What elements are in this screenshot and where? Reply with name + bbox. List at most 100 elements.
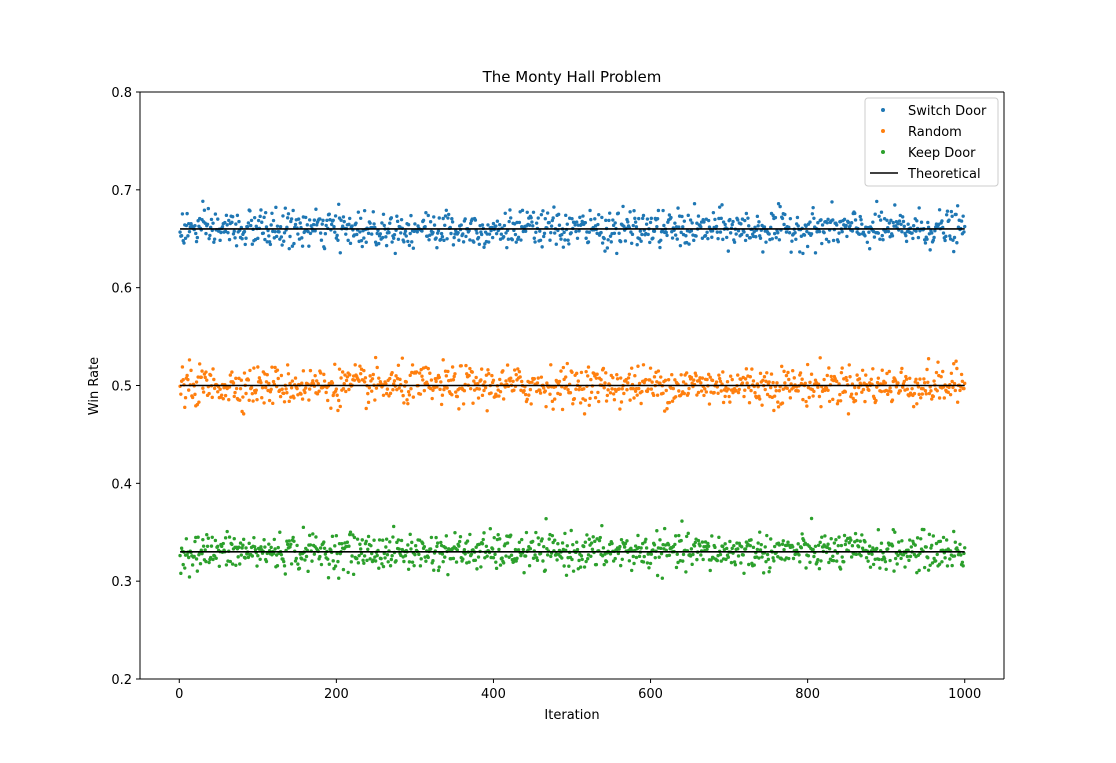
point-switch-door — [446, 212, 451, 217]
point-switch-door — [783, 212, 787, 217]
point-keep-door — [468, 532, 472, 537]
point-keep-door — [591, 535, 595, 539]
point-keep-door — [187, 575, 192, 579]
point-switch-door — [410, 240, 414, 244]
point-switch-door — [648, 240, 652, 245]
point-random — [279, 373, 284, 378]
point-random — [679, 373, 683, 377]
point-random — [760, 403, 764, 407]
point-random — [465, 372, 469, 376]
point-keep-door — [576, 567, 580, 571]
point-random — [681, 380, 686, 384]
point-random — [831, 397, 835, 402]
point-random — [511, 379, 515, 383]
point-random — [671, 386, 676, 391]
point-random — [925, 367, 929, 372]
point-keep-door — [366, 547, 370, 552]
point-random — [322, 372, 326, 377]
point-keep-door — [831, 554, 835, 558]
point-switch-door — [513, 232, 518, 237]
point-random — [648, 378, 652, 382]
point-switch-door — [925, 237, 929, 241]
point-random — [468, 366, 472, 371]
point-switch-door — [802, 233, 807, 237]
point-switch-door — [772, 231, 777, 236]
point-random — [335, 393, 339, 397]
point-keep-door — [388, 564, 393, 568]
point-random — [290, 379, 295, 383]
point-random — [514, 372, 518, 377]
point-keep-door — [879, 541, 884, 545]
point-keep-door — [479, 565, 483, 569]
point-switch-door — [339, 218, 343, 222]
point-keep-door — [306, 569, 310, 574]
point-switch-door — [599, 230, 603, 235]
point-keep-door — [455, 548, 460, 552]
point-keep-door — [201, 544, 206, 548]
point-switch-door — [499, 232, 504, 236]
point-switch-door — [656, 208, 661, 213]
point-switch-door — [742, 230, 746, 234]
point-keep-door — [636, 533, 640, 538]
point-random — [183, 396, 188, 400]
point-keep-door — [620, 557, 624, 561]
point-switch-door — [628, 210, 632, 214]
point-keep-door — [608, 552, 613, 556]
point-keep-door — [782, 547, 786, 552]
point-random — [505, 363, 510, 367]
point-random — [257, 376, 262, 380]
point-random — [853, 399, 858, 403]
point-keep-door — [516, 548, 521, 552]
point-random — [788, 396, 793, 400]
point-random — [333, 362, 337, 366]
point-keep-door — [600, 554, 605, 558]
point-keep-door — [666, 543, 671, 547]
point-random — [461, 402, 466, 406]
point-switch-door — [686, 213, 690, 218]
point-switch-door — [298, 221, 302, 225]
point-random — [276, 376, 280, 381]
point-random — [695, 393, 699, 397]
point-keep-door — [381, 538, 385, 542]
point-random — [659, 375, 663, 379]
point-random — [398, 377, 402, 382]
point-random — [869, 377, 873, 381]
point-switch-door — [509, 216, 513, 220]
point-random — [640, 389, 644, 394]
point-random — [883, 381, 888, 385]
point-random — [839, 370, 844, 375]
point-random — [238, 386, 243, 391]
point-switch-door — [549, 224, 554, 228]
point-random — [482, 388, 486, 393]
point-random — [233, 390, 237, 395]
point-keep-door — [915, 570, 919, 575]
point-switch-door — [687, 242, 691, 246]
point-keep-door — [692, 544, 697, 548]
point-keep-door — [589, 541, 594, 545]
point-random — [747, 385, 751, 390]
point-keep-door — [582, 565, 587, 569]
point-keep-door — [258, 557, 262, 561]
point-switch-door — [581, 214, 585, 218]
point-switch-door — [271, 218, 276, 223]
point-switch-door — [449, 231, 453, 236]
point-random — [648, 366, 653, 370]
point-random — [512, 388, 516, 392]
point-random — [728, 374, 733, 378]
point-keep-door — [210, 535, 214, 539]
point-random — [707, 402, 712, 406]
point-switch-door — [933, 229, 937, 233]
point-switch-door — [575, 236, 580, 240]
point-random — [918, 377, 922, 381]
point-random — [223, 393, 228, 398]
point-keep-door — [673, 542, 677, 547]
point-switch-door — [564, 213, 568, 218]
point-keep-door — [893, 556, 898, 561]
point-random — [289, 386, 294, 390]
point-keep-door — [300, 557, 304, 561]
point-random — [854, 392, 859, 396]
point-switch-door — [692, 238, 696, 243]
point-keep-door — [263, 545, 267, 549]
point-switch-door — [762, 225, 767, 229]
point-random — [800, 377, 804, 381]
